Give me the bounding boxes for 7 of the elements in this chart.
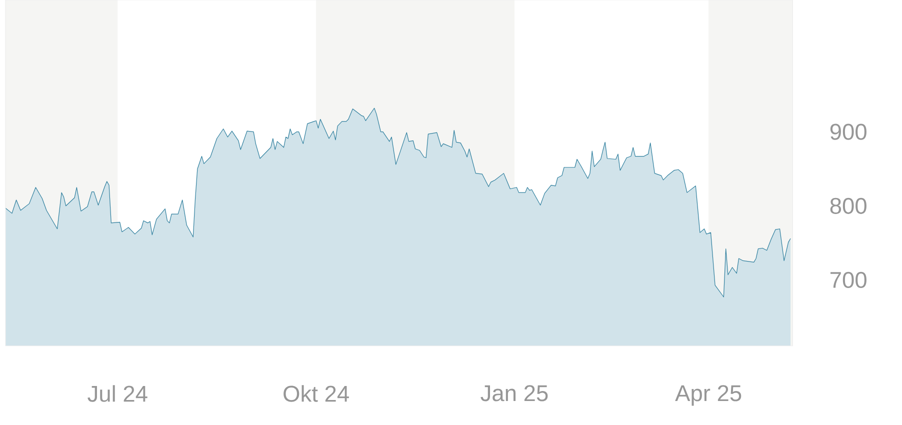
x-tick-label: Apr 25 bbox=[675, 384, 742, 406]
y-tick-label: 700 bbox=[830, 272, 866, 288]
x-tick-label: Jan 25 bbox=[480, 384, 548, 402]
y-tick-label: 900 bbox=[830, 124, 866, 140]
x-tick-label: Okt 24 bbox=[284, 384, 349, 402]
x-tick-label: Jul 24 bbox=[88, 384, 148, 402]
y-tick-label: 800 bbox=[830, 198, 866, 214]
